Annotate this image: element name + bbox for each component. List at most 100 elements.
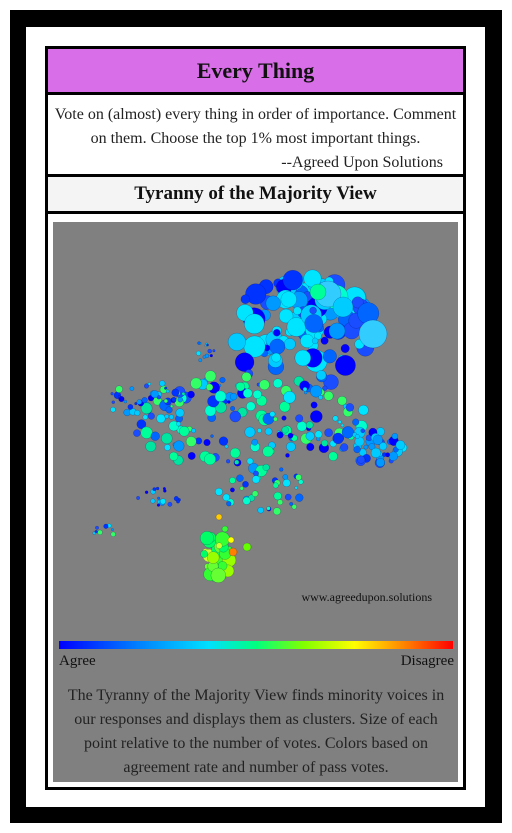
- cluster-point: [313, 331, 322, 340]
- cluster-point: [388, 451, 399, 461]
- cluster-point: [227, 400, 231, 404]
- cluster-point: [245, 283, 267, 305]
- cluster-point: [305, 421, 314, 429]
- cluster-point: [310, 410, 323, 423]
- cluster-point: [335, 355, 356, 376]
- cluster-point: [224, 444, 229, 449]
- cluster-point: [298, 479, 304, 485]
- cluster-point: [340, 344, 350, 353]
- cluster-point: [289, 501, 294, 506]
- cluster-point: [242, 542, 252, 552]
- cluster-point: [271, 352, 282, 363]
- cluster-point: [110, 528, 114, 532]
- cluster-point: [281, 426, 289, 434]
- cluster-point: [136, 496, 141, 500]
- cluster-point: [316, 370, 327, 381]
- cluster-point: [173, 496, 179, 502]
- cluster-point: [279, 467, 284, 472]
- cluster-point: [229, 487, 235, 493]
- cluster-point: [353, 445, 361, 454]
- cluster-point: [209, 353, 213, 358]
- cluster-point: [303, 390, 308, 395]
- cluster-point: [273, 328, 281, 337]
- cluster-point: [358, 319, 388, 349]
- cluster-point: [282, 269, 303, 291]
- cluster-point: [321, 439, 329, 447]
- cluster-point: [150, 498, 156, 504]
- cluster-point: [204, 370, 217, 382]
- cluster-point: [269, 338, 286, 355]
- cluster-point: [147, 412, 155, 420]
- cluster-point: [273, 491, 282, 501]
- cluster-point: [145, 440, 157, 452]
- cluster-point: [156, 413, 166, 424]
- cluster-point: [159, 380, 166, 387]
- cluster-panel: www.agreedupon.solutions Agree Disagree …: [53, 222, 458, 782]
- cluster-point: [165, 406, 173, 414]
- cluster-point: [340, 443, 349, 452]
- cluster-point: [242, 480, 249, 488]
- cluster-point: [296, 421, 307, 432]
- cluster-point: [235, 382, 246, 392]
- cluster-point: [214, 487, 223, 496]
- cluster-point: [282, 474, 289, 480]
- cluster-point: [323, 391, 334, 401]
- cluster-point: [251, 475, 261, 484]
- cluster-point: [229, 392, 238, 401]
- cluster-point: [328, 451, 338, 462]
- cluster-point: [309, 385, 323, 398]
- cluster-point: [165, 389, 170, 394]
- inner-frame: Every Thing Vote on (almost) every thing…: [26, 27, 485, 807]
- cluster-point: [207, 348, 212, 354]
- cluster-point: [127, 404, 134, 410]
- cluster-point: [185, 436, 197, 447]
- cluster-point: [309, 306, 317, 315]
- cluster-point: [155, 486, 160, 491]
- cluster-point: [169, 451, 179, 461]
- cluster-point: [173, 440, 185, 452]
- cluster-point: [187, 451, 196, 460]
- cluster-point: [293, 306, 302, 316]
- cluster-point: [95, 525, 99, 530]
- cluster-point: [337, 395, 347, 406]
- cluster-point: [123, 399, 128, 404]
- cluster-point: [295, 414, 304, 423]
- cluster-point: [222, 493, 231, 502]
- scale-left-label: Agree: [59, 653, 96, 669]
- cluster-point: [241, 371, 252, 382]
- cluster-point: [385, 452, 391, 458]
- scale-right-label: Disagree: [400, 653, 454, 669]
- cluster-point: [341, 426, 355, 439]
- cluster-point: [159, 498, 167, 505]
- cluster-point: [311, 337, 319, 345]
- cluster-point: [306, 442, 315, 452]
- cluster-point: [310, 401, 318, 409]
- cluster-point: [368, 443, 376, 451]
- cluster-point: [283, 391, 296, 404]
- attribution: --Agreed Upon Solutions: [281, 154, 443, 171]
- cluster-point: [144, 490, 149, 495]
- cluster-point: [266, 506, 271, 511]
- cluster-point: [304, 314, 324, 333]
- cluster-point: [324, 428, 333, 438]
- cluster-point: [140, 402, 153, 415]
- cluster-point: [323, 374, 339, 390]
- cluster-point: [302, 386, 308, 392]
- cluster-point: [257, 506, 264, 514]
- cluster-point: [251, 490, 259, 497]
- cluster-point: [142, 414, 148, 420]
- cluster-point: [229, 447, 241, 459]
- cluster-point: [199, 531, 215, 546]
- cluster-point: [228, 547, 238, 557]
- cluster-point: [252, 389, 262, 399]
- cluster-point: [320, 336, 329, 345]
- cluster-point: [239, 486, 244, 491]
- cluster-point: [282, 478, 291, 488]
- cluster-point: [357, 455, 366, 464]
- cluster-point: [181, 391, 186, 396]
- cluster-point: [363, 444, 369, 450]
- color-scale-bar: [59, 641, 453, 649]
- cluster-point: [92, 531, 96, 535]
- cluster-point: [277, 499, 284, 506]
- cluster-point: [262, 463, 270, 471]
